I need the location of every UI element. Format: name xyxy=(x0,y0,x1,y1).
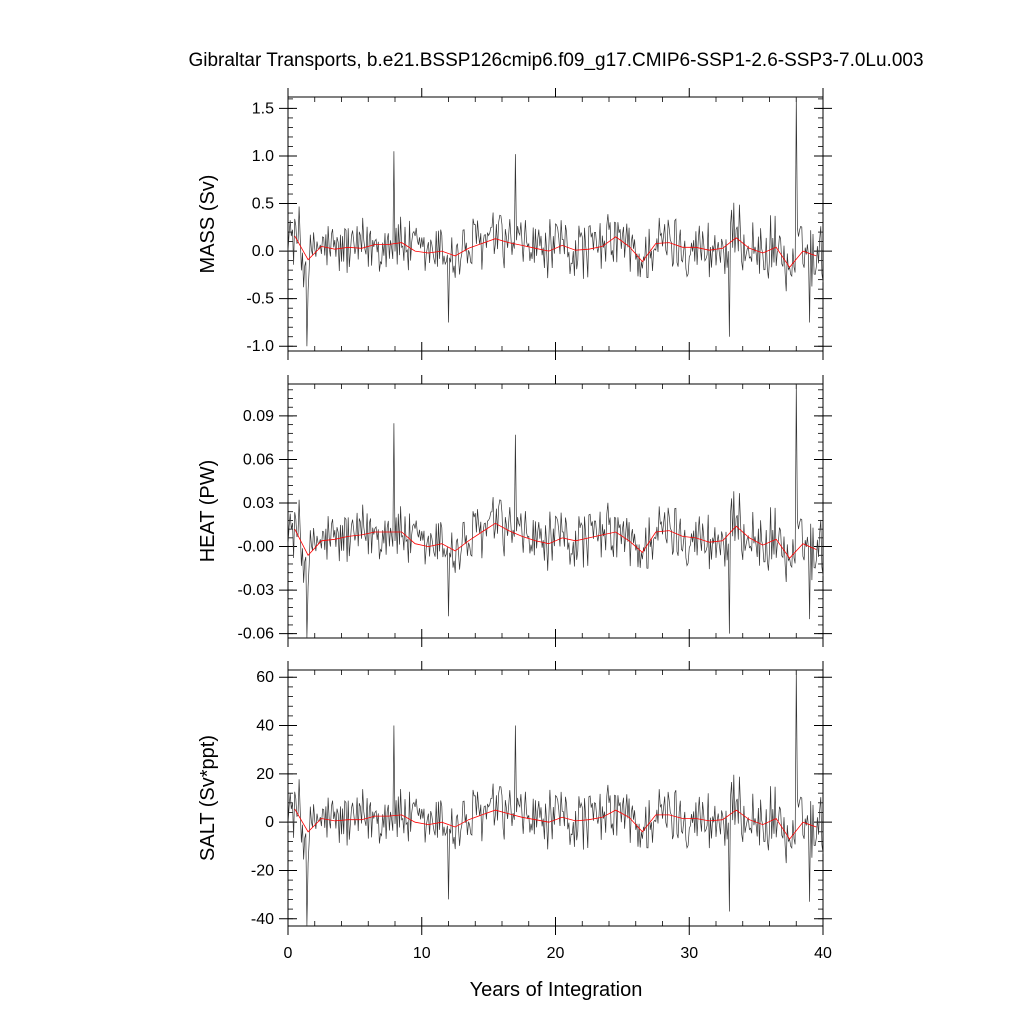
y-tick-label: 1.5 xyxy=(252,100,274,117)
annual-mean-line xyxy=(294,235,817,268)
monthly-series-line xyxy=(287,383,824,639)
y-tick-label: 1.0 xyxy=(252,148,274,165)
y-tick-label: -40 xyxy=(251,911,274,928)
y-tick-label: 20 xyxy=(256,766,274,783)
plot-frame xyxy=(287,383,824,639)
y-tick-label: 0.0 xyxy=(252,243,274,260)
y-axis-label: MASS (Sv) xyxy=(197,175,219,274)
y-axis-label: SALT (Sv*ppt) xyxy=(197,735,219,861)
y-tick-label: -1.0 xyxy=(246,338,274,355)
y-tick-label: 0.09 xyxy=(243,408,274,425)
panel-2: -0.06 -0.03 -0.00 0.03 0.06 0.09 HEAT (PW) xyxy=(197,375,832,647)
x-axis-label: Years of Integration xyxy=(470,979,643,1001)
x-tick-label: 30 xyxy=(680,945,698,962)
x-tick-label: 10 xyxy=(413,945,431,962)
annual-mean-line xyxy=(294,522,817,559)
y-axis-label: HEAT (PW) xyxy=(197,460,219,563)
panel-1: -1.0 -0.5 0.0 0.5 1.0 1.5 MASS (Sv) xyxy=(197,88,832,360)
y-tick-label: 40 xyxy=(256,718,274,735)
y-tick-label: -0.06 xyxy=(238,626,275,643)
x-tick-label: 0 xyxy=(284,945,293,962)
y-tick-label: 0.06 xyxy=(243,451,274,468)
x-tick-label: 40 xyxy=(814,945,832,962)
y-tick-label: -0.03 xyxy=(238,582,275,599)
y-tick-label: 60 xyxy=(256,669,274,686)
chart-title: Gibraltar Transports, b.e21.BSSP126cmip6… xyxy=(188,50,923,71)
y-tick-label: 0.5 xyxy=(252,196,274,213)
panel-3: -40 -20 0 20 40 60 SALT (Sv*ppt) xyxy=(197,661,832,935)
monthly-series-line xyxy=(287,669,824,927)
y-tick-label: 0 xyxy=(265,814,274,831)
y-tick-label: -0.5 xyxy=(246,291,274,308)
y-tick-label: -0.00 xyxy=(238,539,275,556)
x-tick-label: 20 xyxy=(547,945,565,962)
annual-mean-line xyxy=(294,808,817,840)
y-tick-label: 0.03 xyxy=(243,495,274,512)
y-tick-label: -20 xyxy=(251,862,274,879)
monthly-series-line xyxy=(287,96,824,347)
